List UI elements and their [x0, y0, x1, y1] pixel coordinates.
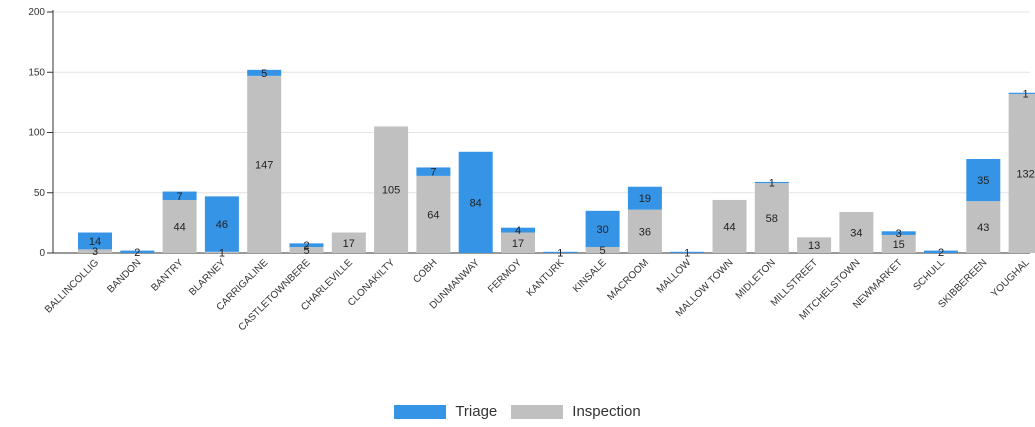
- y-tick-label-100: 100: [28, 128, 45, 139]
- x-tick-label-fermoy: FERMOY: [486, 257, 524, 295]
- bar-inspection-newmarket: [881, 234, 916, 253]
- data-label-inspection-charleville: 17: [343, 238, 355, 250]
- data-label-inspection-clonakilty: 105: [382, 185, 400, 197]
- bar-triage-bantry: [162, 191, 197, 200]
- data-label-triage-kanturk: 1: [557, 247, 563, 259]
- data-label-inspection-ballincollig: 3: [92, 246, 98, 258]
- data-label-inspection-macroom: 36: [639, 226, 651, 238]
- y-tick-label-0: 0: [39, 248, 45, 259]
- data-label-triage-bandon: 2: [134, 247, 140, 259]
- x-tick-label-bandon: BANDON: [105, 257, 143, 295]
- bar-inspection-millstreet: [797, 237, 832, 253]
- bar-triage-macroom: [627, 186, 662, 210]
- data-label-triage-cobh: 7: [430, 167, 436, 179]
- bar-inspection-cobh: [416, 175, 451, 253]
- bar-triage-mallow: [670, 251, 705, 253]
- data-label-triage-macroom: 19: [639, 193, 651, 205]
- y-tick-label-150: 150: [28, 67, 45, 78]
- stacked-bar-chart: 050100150200314BALLINCOLLIG2BANDON447BAN…: [28, 7, 1035, 333]
- data-label-triage-dunmanway: 84: [470, 197, 482, 209]
- bar-inspection-blarney: [204, 251, 239, 253]
- data-label-inspection-kinsale: 5: [600, 245, 606, 257]
- bar-triage-castletownbere: [289, 243, 324, 247]
- data-label-inspection-skibbereen: 43: [977, 222, 989, 234]
- data-label-triage-castletownbere: 2: [303, 240, 309, 252]
- legend: Triage Inspection: [0, 403, 1035, 420]
- bar-triage-blarney: [204, 196, 239, 252]
- legend-item-triage[interactable]: Triage: [394, 403, 497, 420]
- bar-triage-kinsale: [585, 210, 620, 247]
- bar-triage-bandon: [120, 250, 155, 253]
- data-label-inspection-carrigaline: 147: [255, 159, 273, 171]
- x-tick-label-youghal: YOUGHAL: [989, 257, 1032, 300]
- bar-triage-newmarket: [881, 231, 916, 235]
- data-label-inspection-mitchelstown: 34: [850, 228, 862, 240]
- data-label-triage-midleton: 1: [769, 178, 775, 190]
- bar-inspection-mitchelstown: [839, 212, 874, 253]
- data-label-triage-youghal: 1: [1023, 88, 1029, 100]
- y-tick-label-200: 200: [28, 7, 45, 18]
- bar-triage-kanturk: [543, 251, 578, 253]
- bar-triage-schull: [924, 250, 958, 253]
- data-label-inspection-midleton: 58: [766, 213, 778, 225]
- data-label-triage-fermoy: 4: [515, 225, 521, 237]
- bar-inspection-bantry: [162, 199, 197, 253]
- bar-triage-cobh: [416, 167, 451, 176]
- legend-item-inspection[interactable]: Inspection: [511, 403, 641, 420]
- bar-triage-fermoy: [501, 227, 535, 233]
- data-label-inspection-fermoy: 17: [512, 238, 524, 250]
- legend-swatch-triage: [394, 404, 447, 419]
- data-label-triage-schull: 2: [938, 247, 944, 259]
- bar-inspection-macroom: [627, 209, 662, 253]
- y-tick-label-50: 50: [34, 188, 46, 199]
- x-tick-label-schull: SCHULL: [911, 257, 947, 293]
- bar-inspection-skibbereen: [966, 201, 1001, 253]
- data-label-triage-kinsale: 30: [596, 224, 608, 236]
- bar-inspection-mallow-town: [712, 199, 747, 253]
- bar-triage-skibbereen: [966, 159, 1001, 202]
- data-label-triage-blarney: 46: [216, 219, 228, 231]
- x-tick-label-mallow: MALLOW: [655, 257, 694, 296]
- data-label-triage-bantry: 7: [177, 191, 183, 203]
- data-label-inspection-youghal: 132: [1016, 168, 1034, 180]
- bar-triage-midleton: [754, 181, 789, 184]
- bar-inspection-castletownbere: [289, 246, 324, 253]
- bar-inspection-charleville: [331, 232, 366, 253]
- legend-swatch-inspection: [511, 404, 564, 419]
- x-tick-label-ballincollig: BALLINCOLLIG: [43, 257, 101, 315]
- data-label-inspection-castletownbere: 5: [303, 245, 309, 257]
- x-tick-label-midleton: MIDLETON: [734, 257, 778, 301]
- bar-triage-dunmanway: [458, 151, 493, 253]
- bar-inspection-midleton: [754, 183, 789, 253]
- bar-triage-youghal: [1008, 92, 1035, 94]
- legend-label-inspection: Inspection: [572, 403, 641, 420]
- data-label-inspection-cobh: 64: [427, 209, 439, 221]
- data-label-inspection-bantry: 44: [173, 221, 185, 233]
- bar-inspection-fermoy: [501, 232, 535, 253]
- data-label-inspection-mallow-town: 44: [723, 221, 735, 233]
- bar-inspection-clonakilty: [374, 126, 409, 253]
- bar-triage-ballincollig: [78, 232, 112, 250]
- data-label-triage-skibbereen: 35: [977, 175, 989, 187]
- data-label-triage-mallow: 1: [684, 247, 690, 259]
- x-tick-label-kanturk: KANTURK: [525, 257, 567, 299]
- bar-inspection-carrigaline: [247, 75, 282, 254]
- bar-triage-carrigaline: [247, 69, 282, 76]
- legend-label-triage: Triage: [455, 403, 498, 420]
- bar-inspection-kinsale: [585, 246, 620, 253]
- x-tick-label-kinsale: KINSALE: [571, 257, 609, 295]
- bar-inspection-youghal: [1008, 93, 1035, 253]
- data-label-triage-carrigaline: 5: [261, 68, 267, 80]
- data-label-inspection-blarney: 1: [219, 247, 225, 259]
- x-tick-label-cobh: COBH: [411, 257, 439, 285]
- x-tick-label-blarney: BLARNEY: [187, 257, 228, 298]
- bar-inspection-ballincollig: [78, 249, 112, 253]
- x-tick-label-bantry: BANTRY: [149, 257, 186, 294]
- data-label-triage-newmarket: 3: [896, 228, 902, 240]
- x-tick-label-macroom: MACROOM: [606, 257, 651, 302]
- data-label-inspection-millstreet: 13: [808, 240, 820, 252]
- data-label-inspection-newmarket: 15: [893, 239, 905, 251]
- x-tick-label-castletownbere: CASTLETOWNBERE: [237, 257, 313, 333]
- data-label-triage-ballincollig: 14: [89, 236, 101, 248]
